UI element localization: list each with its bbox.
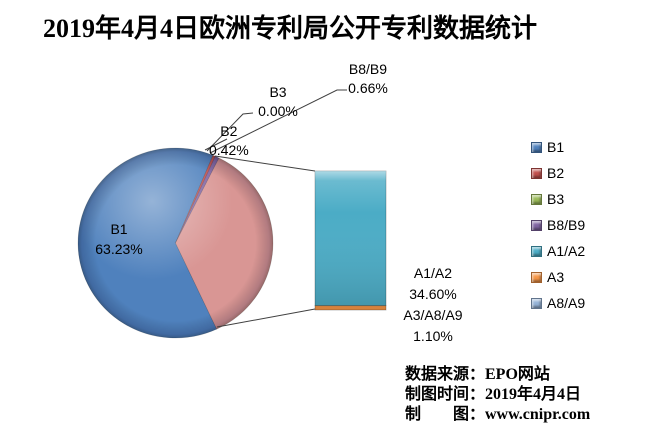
label-b3: B3 0.00% xyxy=(246,83,310,121)
label-b2-pct: 0.42% xyxy=(209,142,249,158)
chart-title: 2019年4月4日欧洲专利局公开专利数据统计 xyxy=(42,14,537,43)
legend-label-b1: B1 xyxy=(547,139,565,155)
bar-labels: A1/A2 34.60% A3/A8/A9 1.10% xyxy=(394,263,472,347)
legend-item-b3: B3 xyxy=(531,186,646,212)
label-a3a8a9-pct: 1.10% xyxy=(413,328,453,344)
leader-line-b3 xyxy=(206,112,254,152)
pie-rim-overlay xyxy=(78,148,273,338)
label-b2: B2 0.42% xyxy=(209,122,249,160)
label-b3-name: B3 xyxy=(269,84,287,100)
label-a1a2-pct: 34.60% xyxy=(409,286,457,302)
legend-marker-b8b9 xyxy=(531,219,542,231)
leader-line-b8b9 xyxy=(209,89,347,154)
label-b1-pct: 63.23% xyxy=(95,241,143,257)
source-block: 数据来源：EPO网站 制图时间：2019年4月4日 制 图：www.cnipr.… xyxy=(405,365,640,425)
legend-label-b2: B2 xyxy=(547,165,565,181)
legend-label-b8b9: B8/B9 xyxy=(547,217,586,233)
label-b1-name: B1 xyxy=(110,221,128,237)
label-b8b9: B8/B9 0.66% xyxy=(336,60,400,98)
connector-lines xyxy=(204,89,347,328)
label-b3-pct: 0.00% xyxy=(258,103,298,119)
legend-marker-b1 xyxy=(531,141,542,153)
label-b8b9-name: B8/B9 xyxy=(348,61,388,77)
legend-label-a1a2: A1/A2 xyxy=(547,243,586,259)
label-a3a8a9-name: A3/A8/A9 xyxy=(403,307,463,323)
legend-label-a8a9: A8/A9 xyxy=(547,295,586,311)
label-b8b9-pct: 0.66% xyxy=(348,80,388,96)
source-line-date: 制图时间：2019年4月4日 xyxy=(405,386,582,403)
source-line-datasource: 数据来源：EPO网站 xyxy=(405,366,550,383)
label-b2-name: B2 xyxy=(220,123,238,139)
legend-marker-a1a2 xyxy=(531,245,542,257)
legend: B1 B2 B3 B8/B9 A1/A2 A3 A8/A9 xyxy=(531,134,646,316)
connector-line-bottom xyxy=(216,308,316,328)
legend-item-a1a2: A1/A2 xyxy=(531,238,646,264)
legend-marker-a8a9 xyxy=(531,297,542,309)
label-a1a2-name: A1/A2 xyxy=(413,265,453,281)
label-b1: B1 63.23% xyxy=(73,219,165,259)
legend-marker-a3 xyxy=(531,271,542,283)
legend-marker-b3 xyxy=(531,193,542,205)
legend-item-b1: B1 xyxy=(531,134,646,160)
leader-line-b2 xyxy=(204,138,228,151)
connector-line-top xyxy=(214,155,316,172)
legend-item-a8a9: A8/A9 xyxy=(531,290,646,316)
source-line-author: 制 图：www.cnipr.com xyxy=(405,406,591,423)
bar-bevel-overlay xyxy=(315,171,386,310)
legend-label-b3: B3 xyxy=(547,191,565,207)
legend-item-b2: B2 xyxy=(531,160,646,186)
legend-item-a3: A3 xyxy=(531,264,646,290)
legend-marker-b2 xyxy=(531,167,542,179)
legend-label-a3: A3 xyxy=(547,269,565,285)
legend-item-b8b9: B8/B9 xyxy=(531,212,646,238)
